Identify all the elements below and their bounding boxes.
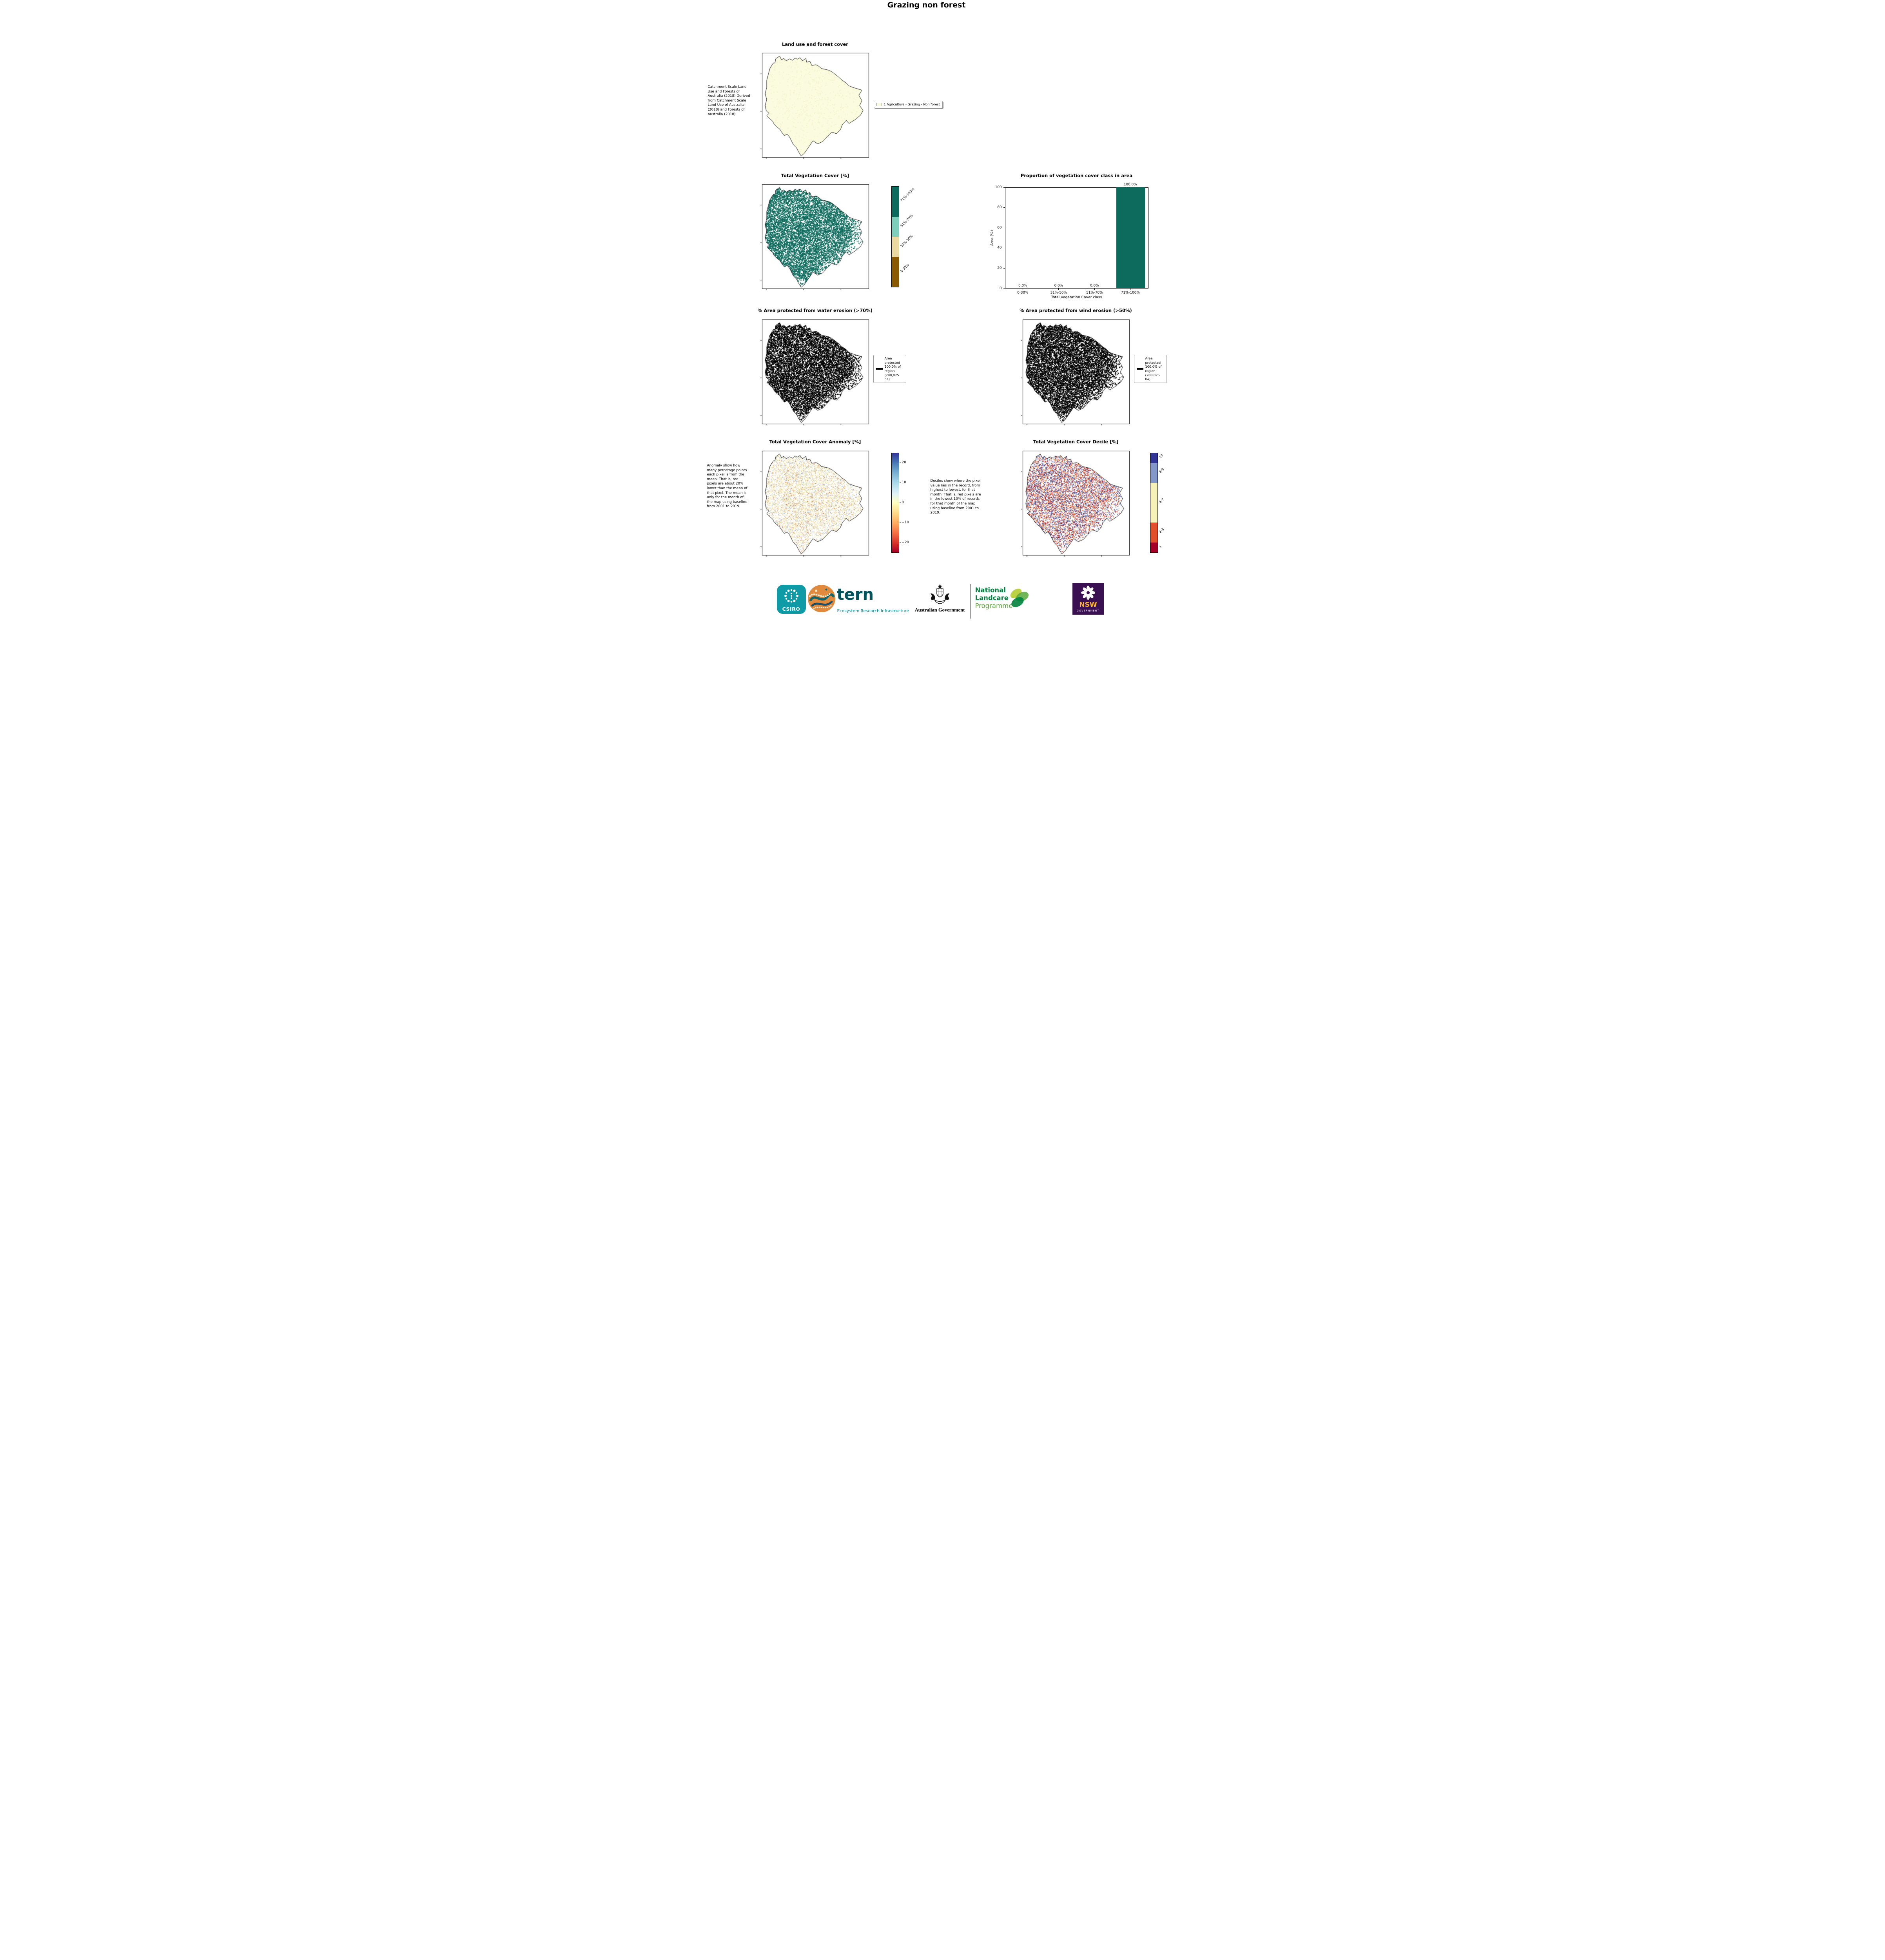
chart-x-axis-label: Total Vegetation Cover class [1051, 295, 1102, 299]
veg-colorbar-tick-label: 0-30% [899, 263, 910, 274]
report-page: Grazing non forest Land use and forest c… [707, 0, 1178, 626]
wind-erosion-legend: Area protected 100.0% of region (288,025… [1134, 355, 1167, 383]
nsw-government-logo: NSW GOVERNMENT [1072, 583, 1104, 615]
decile-colorbar-tick-label: 1 [1158, 544, 1163, 549]
tern-subtitle: Ecosystem Research Infrastructure [837, 609, 909, 613]
wind-erosion-title: % Area protected from wind erosion (>50%… [1020, 308, 1132, 313]
chart-y-axis-label: Area (%) [990, 230, 994, 246]
anomaly-colorbar [891, 453, 899, 553]
proportion-chart-title: Proportion of vegetation cover class in … [1020, 173, 1133, 178]
veg-colorbar-segment [891, 187, 899, 217]
decile-side-text: Deciles show where the pixel value lies … [930, 479, 981, 515]
veg-colorbar-segment [891, 216, 899, 237]
decile-colorbar-segment [1150, 463, 1157, 483]
anomaly-colorbar-tick-label: −20 [902, 541, 909, 544]
veg-cover-map [758, 181, 872, 292]
water-erosion-map [758, 316, 872, 427]
decile-colorbar-segment [1150, 453, 1157, 463]
chart-xtick-label: 51%-70% [1086, 291, 1103, 295]
bar-71%-100% [1116, 187, 1145, 288]
decile-map [1019, 448, 1132, 558]
land-use-title: Land use and forest cover [782, 42, 848, 47]
veg-colorbar-tick-label: 31%-50% [899, 234, 914, 249]
veg-cover-colorbar [891, 186, 899, 287]
chart-ytick-label: 20 [997, 266, 1002, 270]
decile-colorbar [1150, 453, 1158, 553]
decile-colorbar-segment [1150, 542, 1157, 552]
page-title: Grazing non forest [887, 1, 966, 9]
chart-ytick-label: 40 [997, 246, 1002, 250]
bar-value-label: 0.0% [1090, 284, 1099, 288]
proportion-bar-chart [1005, 187, 1148, 289]
chart-xtick-label: 0-30% [1017, 291, 1029, 295]
veg-colorbar-tick-label: 71%-100% [899, 187, 915, 203]
csiro-logo: CSIRO [776, 585, 806, 614]
anomaly-colorbar-tick-label: 10 [902, 481, 906, 485]
chart-xtick [1094, 289, 1095, 290]
chart-ytick [1003, 268, 1005, 269]
anomaly-colorbar-tick-label: −10 [902, 521, 909, 524]
australian-coat-of-arms-icon [930, 584, 949, 604]
water-erosion-legend: Area protected 100.0% of region (288,025… [873, 355, 906, 383]
legend-swatch [876, 102, 882, 106]
legend-line-swatch [1136, 368, 1143, 370]
nsw-government-label: GOVERNMENT [1077, 610, 1099, 612]
bar-value-label: 0.0% [1018, 284, 1027, 288]
decile-colorbar-tick-label: 2-3 [1158, 527, 1165, 534]
decile-colorbar-tick-label: 8-9 [1158, 467, 1165, 474]
chart-ytick [1003, 187, 1005, 188]
tern-wordmark: tern [836, 586, 874, 604]
australian-government-label: Australian Government [914, 607, 965, 613]
csiro-dots-icon [784, 589, 798, 603]
legend-label: Area protected 100.0% of region (288,025… [884, 356, 901, 381]
bar-value-label: 100.0% [1123, 183, 1137, 187]
decile-colorbar-segment [1150, 483, 1157, 523]
chart-ytick-label: 0 [999, 286, 1002, 290]
chart-xtick-label: 31%-50% [1050, 291, 1067, 295]
land-use-side-text: Catchment Scale Land Use and Forests of … [708, 85, 750, 116]
waratah-flower-icon [1081, 586, 1095, 600]
chart-ytick-label: 60 [997, 225, 1002, 230]
anomaly-colorbar-tick-label: 20 [902, 461, 906, 465]
anomaly-side-text: Anomaly show how many percetage points e… [707, 464, 747, 509]
veg-colorbar-segment [891, 236, 899, 257]
veg-colorbar-tick-label: 51%-70% [899, 214, 914, 228]
landcare-word-landcare: Landcare [975, 594, 1009, 602]
veg-colorbar-segment [891, 257, 899, 287]
legend-line-swatch [876, 368, 883, 370]
land-use-map [758, 50, 872, 160]
veg-cover-title: Total Vegetation Cover [%] [781, 173, 849, 178]
legend-label: 1 Agriculture - Grazing - Non forest [884, 102, 940, 106]
chart-ytick [1003, 207, 1005, 208]
csiro-wordmark: CSIRO [782, 606, 800, 612]
decile-colorbar-tick-label: 10 [1158, 453, 1164, 459]
bar-value-label: 0.0% [1054, 284, 1063, 288]
anomaly-colorbar-tick-label: 0 [902, 501, 904, 505]
wind-erosion-map [1019, 316, 1132, 427]
chart-ytick-label: 100 [995, 185, 1002, 189]
anomaly-map [758, 448, 872, 558]
land-use-legend: 1 Agriculture - Grazing - Non forest [873, 101, 943, 108]
legend-label: Area protected 100.0% of region (288,025… [1145, 356, 1162, 381]
landcare-word-programme: Programme [975, 602, 1013, 610]
nsw-wordmark: NSW [1079, 601, 1097, 609]
decile-colorbar-segment [1150, 523, 1157, 543]
decile-title: Total Vegetation Cover Decile [%] [1033, 439, 1119, 445]
water-erosion-title: % Area protected from water erosion (>70… [758, 308, 873, 313]
indigenous-artwork-icon [807, 585, 835, 612]
anomaly-title: Total Vegetation Cover Anomaly [%] [769, 439, 861, 445]
chart-xtick [1058, 289, 1059, 290]
landcare-word-national: National [975, 586, 1006, 594]
chart-xtick-label: 71%-100% [1121, 291, 1140, 295]
chart-ytick-label: 80 [997, 205, 1002, 210]
decile-colorbar-tick-label: 4-7 [1158, 497, 1165, 505]
landcare-leaves-icon [1010, 588, 1029, 607]
